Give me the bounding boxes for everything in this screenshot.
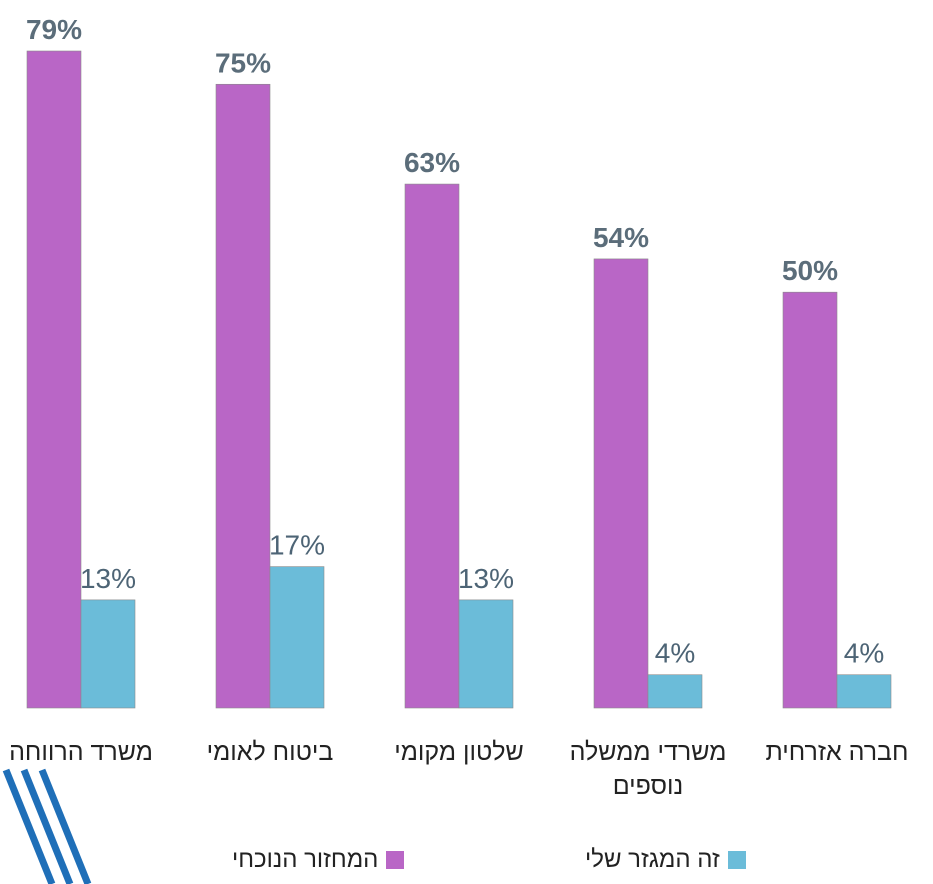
bar-sector bbox=[836, 674, 892, 709]
legend-swatch-sector bbox=[727, 851, 746, 869]
legend-label-current-cycle: המחזור הנוכחי bbox=[232, 846, 379, 873]
value-labels-layer: 79% 13% 75% 17% 63% 13% 54% 4% 50% 4% bbox=[26, 14, 884, 669]
category-labels-layer: משרד הרווחה ביטוח לאומי שלטון מקומי משרדי מ… bbox=[9, 738, 908, 800]
bar-current-cycle bbox=[215, 83, 271, 709]
bars-layer bbox=[26, 50, 892, 709]
bar-current-cycle bbox=[404, 183, 460, 709]
data-label-current-cycle: 50% bbox=[782, 255, 838, 286]
data-label-current-cycle: 63% bbox=[404, 147, 460, 178]
legend-label-sector: זה המגזר שלי bbox=[585, 846, 720, 873]
bar-sector bbox=[269, 566, 325, 709]
data-label-current-cycle: 54% bbox=[593, 222, 649, 253]
bar-sector bbox=[80, 599, 136, 709]
category-label: ביטוח לאומי bbox=[207, 738, 334, 766]
data-label-sector: 4% bbox=[844, 638, 884, 669]
legend-item-sector: זה המגזר שלי bbox=[585, 846, 746, 874]
legend-swatch-current-cycle bbox=[386, 851, 405, 869]
data-label-current-cycle: 75% bbox=[215, 47, 271, 78]
category-label: שלטון מקומי bbox=[394, 738, 524, 766]
category-label: חברה אזרחית bbox=[766, 738, 909, 766]
decorative-stripes bbox=[2, 768, 92, 884]
decor-stripe bbox=[38, 768, 92, 884]
decor-stripe bbox=[2, 768, 56, 884]
data-label-sector: 13% bbox=[458, 563, 514, 594]
decor-stripe bbox=[20, 768, 74, 884]
data-label-sector: 13% bbox=[80, 563, 136, 594]
bar-sector bbox=[647, 674, 703, 709]
bar-current-cycle bbox=[26, 50, 82, 709]
data-label-sector: 17% bbox=[269, 530, 325, 561]
category-label: משרד הרווחה bbox=[9, 738, 153, 766]
bar-current-cycle bbox=[593, 258, 649, 709]
legend: זה המגזר שלי המחזור הנוכחי bbox=[0, 846, 933, 880]
legend-item-current-cycle: המחזור הנוכחי bbox=[232, 846, 405, 874]
data-label-current-cycle: 79% bbox=[26, 14, 82, 45]
category-label: משרדי ממשלה נוספים bbox=[570, 738, 727, 800]
bar-current-cycle bbox=[782, 291, 838, 709]
bar-sector bbox=[458, 599, 514, 709]
data-label-sector: 4% bbox=[655, 638, 695, 669]
